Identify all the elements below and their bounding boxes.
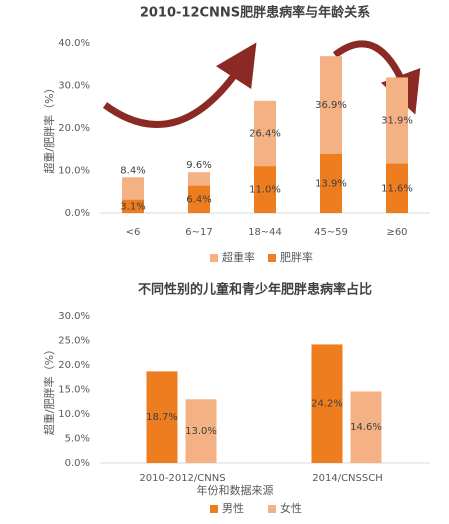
y-tick-label: 30.0% xyxy=(58,311,90,322)
value-label: 14.6% xyxy=(350,422,382,433)
legend-label: 男性 xyxy=(222,501,244,515)
chart-title: 2010-12CNNS肥胖患病率与年龄关系 xyxy=(140,5,370,21)
value-label: 11.0% xyxy=(249,185,281,196)
bar xyxy=(254,166,276,213)
y-tick-label: 0.0% xyxy=(65,458,90,469)
bar xyxy=(350,391,382,463)
bar xyxy=(386,163,408,213)
legend-swatch xyxy=(210,254,218,262)
legend-swatch xyxy=(268,505,276,513)
y-tick-label: 30.0% xyxy=(58,81,90,92)
y-axis-title: 超重/肥胖率（%） xyxy=(42,344,56,435)
x-tick-label: <6 xyxy=(126,227,141,238)
value-label: 13.9% xyxy=(315,178,347,189)
value-label: 9.6% xyxy=(186,160,211,171)
value-label: 11.6% xyxy=(381,183,413,194)
x-tick-label: 18~44 xyxy=(248,227,282,238)
value-label: 3.1% xyxy=(120,201,145,212)
bar xyxy=(320,153,342,213)
y-tick-label: 0.0% xyxy=(65,208,90,219)
bar xyxy=(188,185,210,213)
x-axis-title: 年份和数据来源 xyxy=(197,483,274,497)
bar xyxy=(311,344,343,463)
bar xyxy=(146,371,178,463)
legend-swatch xyxy=(210,505,218,513)
legend-label: 超重率 xyxy=(222,250,255,264)
x-tick-label: ≥60 xyxy=(386,227,407,238)
legend-label: 肥胖率 xyxy=(280,250,313,264)
chart-title: 不同性别的儿童和青少年肥胖患病率占比 xyxy=(138,282,372,298)
legend-label: 女性 xyxy=(280,501,302,515)
value-label: 8.4% xyxy=(120,165,145,176)
y-tick-label: 20.0% xyxy=(58,123,90,134)
value-label: 18.7% xyxy=(146,412,178,423)
x-tick-label: 6~17 xyxy=(185,227,212,238)
decor-arrow xyxy=(102,42,257,129)
bar xyxy=(122,199,144,213)
y-tick-label: 25.0% xyxy=(58,336,90,347)
legend-swatch xyxy=(268,254,276,262)
value-label: 6.4% xyxy=(186,194,211,205)
x-tick-label: 45~59 xyxy=(314,227,348,238)
y-tick-label: 40.0% xyxy=(58,38,90,49)
bar xyxy=(185,399,217,463)
y-tick-label: 10.0% xyxy=(58,409,90,420)
x-tick-label: 2014/CNSSCH xyxy=(312,473,382,484)
x-tick-label: 2010-2012/CNNS xyxy=(139,473,225,484)
y-axis-title: 超重/肥胖率（%） xyxy=(42,82,56,173)
value-label: 36.9% xyxy=(315,100,347,111)
y-tick-label: 5.0% xyxy=(65,434,90,445)
value-label: 24.2% xyxy=(311,399,343,410)
value-label: 26.4% xyxy=(249,129,281,140)
value-label: 13.0% xyxy=(185,426,217,437)
y-tick-label: 20.0% xyxy=(58,360,90,371)
value-label: 31.9% xyxy=(381,116,413,127)
y-tick-label: 10.0% xyxy=(58,166,90,177)
y-tick-label: 15.0% xyxy=(58,385,90,396)
